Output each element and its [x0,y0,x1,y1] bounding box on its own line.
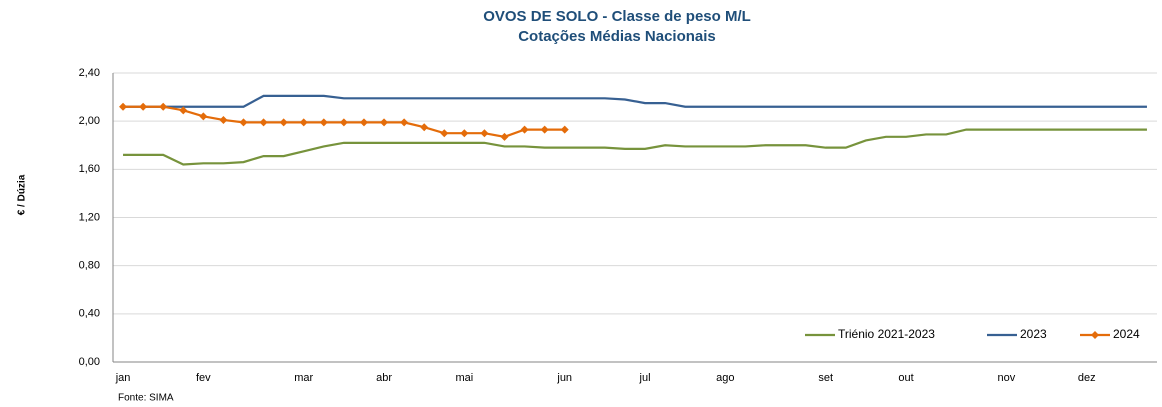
line-series [123,94,1147,108]
chart-subtitle: Cotações Médias Nacionais [518,28,716,45]
x-tick-label: ago [716,372,734,384]
chart-title: OVOS DE SOLO - Classe de peso M/L [483,8,751,25]
line-marker [560,125,569,134]
x-tick-label: nov [998,372,1016,384]
line-marker [500,132,509,141]
line-marker [119,102,128,111]
y-tick-label: 2,00 [79,115,100,127]
line-marker [520,125,529,134]
y-tick-label: 1,20 [79,211,100,223]
legend-marker [1091,331,1099,339]
x-tick-label: jan [115,372,131,384]
x-tick-label: fev [196,372,211,384]
y-tick-label: 2,40 [79,67,100,79]
line-marker [239,118,248,127]
x-tick-label: jul [639,372,651,384]
line-marker [179,106,188,115]
legend-label: 2024 [1113,327,1140,341]
line-marker [460,129,469,138]
line-marker [159,102,168,111]
line-marker [540,125,549,134]
x-tick-label: mar [294,372,313,384]
line-marker [420,123,429,132]
line-marker [480,129,489,138]
line-marker [199,112,208,121]
y-tick-label: 0,80 [79,260,100,272]
x-tick-label: out [898,372,913,384]
line-marker [440,129,449,138]
line-series [123,128,1147,166]
source-note: Fonte: SIMA [118,393,174,404]
line-marker [339,118,348,127]
x-tick-label: dez [1078,372,1096,384]
x-tick-label: set [818,372,833,384]
line-marker [319,118,328,127]
line-marker [299,118,308,127]
line-marker [279,118,288,127]
y-axis-label: € / Dúzia [17,174,28,215]
line-marker [219,115,228,124]
y-tick-label: 0,00 [79,356,100,368]
x-tick-label: abr [376,372,392,384]
legend-label: 2023 [1020,327,1047,341]
line-marker [359,118,368,127]
y-tick-label: 0,40 [79,308,100,320]
legend-label: Triénio 2021-2023 [838,327,935,341]
line-marker [380,118,389,127]
line-marker [259,118,268,127]
x-tick-label: jun [556,372,572,384]
x-tick-label: mai [455,372,473,384]
line-marker [139,102,148,111]
y-tick-label: 1,60 [79,163,100,175]
line-marker [400,118,409,127]
